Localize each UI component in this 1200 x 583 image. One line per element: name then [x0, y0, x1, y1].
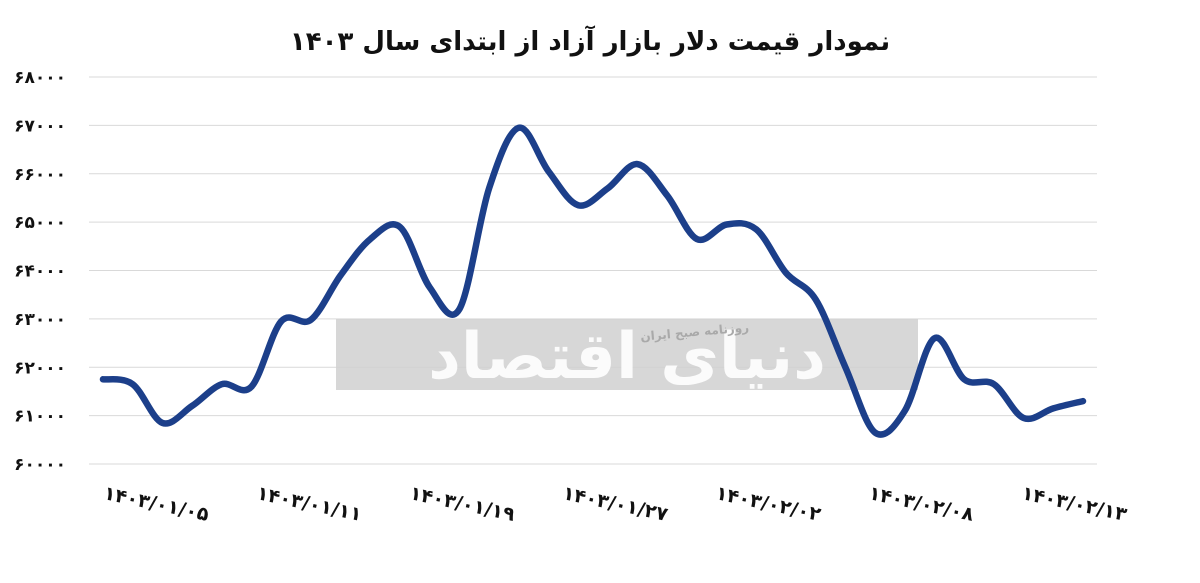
y-axis-ticks: ۶۰۰۰۰ ۶۱۰۰۰ ۶۲۰۰۰ ۶۳۰۰۰ ۶۴۰۰۰ ۶۵۰۰۰ ۶۶۰۰۰ ۶۷۰۰۰…: [14, 68, 66, 475]
x-tick-label: ۱۴۰۳/۰۲/۱۳: [1020, 482, 1129, 526]
watermark: دنیای اقتصاد روزنامه صبح ایران: [336, 319, 918, 394]
series-layer: [99, 124, 1087, 438]
x-tick-label: ۱۴۰۳/۰۱/۲۷: [561, 482, 670, 526]
y-tick-label: ۶۳۰۰۰: [14, 310, 66, 330]
y-tick-label: ۶۱۰۰۰: [14, 407, 66, 427]
y-tick-label: ۶۸۰۰۰: [14, 68, 66, 88]
x-tick-label: ۱۴۰۳/۰۱/۱۱: [255, 482, 364, 526]
y-tick-label: ۶۲۰۰۰: [14, 358, 66, 378]
y-tick-label: ۶۰۰۰۰: [14, 455, 66, 475]
x-tick-label: ۱۴۰۳/۰۱/۱۹: [408, 482, 517, 526]
y-tick-label: ۶۷۰۰۰: [14, 116, 66, 136]
chart-title: نمودار قیمت دلار بازار آزاد از ابتدای سا…: [290, 25, 890, 57]
x-axis-ticks: ۱۴۰۳/۰۱/۰۵ ۱۴۰۳/۰۱/۱۱ ۱۴۰۳/۰۱/۱۹ ۱۴۰۳/۰۱/۲۷…: [102, 482, 1129, 526]
series-line: [99, 124, 1087, 438]
x-tick-label: ۱۴۰۳/۰۲/۰۲: [714, 482, 823, 526]
y-tick-label: ۶۵۰۰۰: [14, 213, 66, 233]
watermark-background: [336, 319, 918, 390]
x-tick-label: ۱۴۰۳/۰۱/۰۵: [102, 482, 211, 526]
watermark-logo-text: دنیای اقتصاد: [428, 320, 826, 394]
x-tick-label: ۱۴۰۳/۰۲/۰۸: [867, 482, 976, 526]
gridlines: [89, 76, 1097, 465]
y-tick-label: ۶۴۰۰۰: [14, 262, 66, 282]
y-tick-label: ۶۶۰۰۰: [14, 165, 66, 185]
